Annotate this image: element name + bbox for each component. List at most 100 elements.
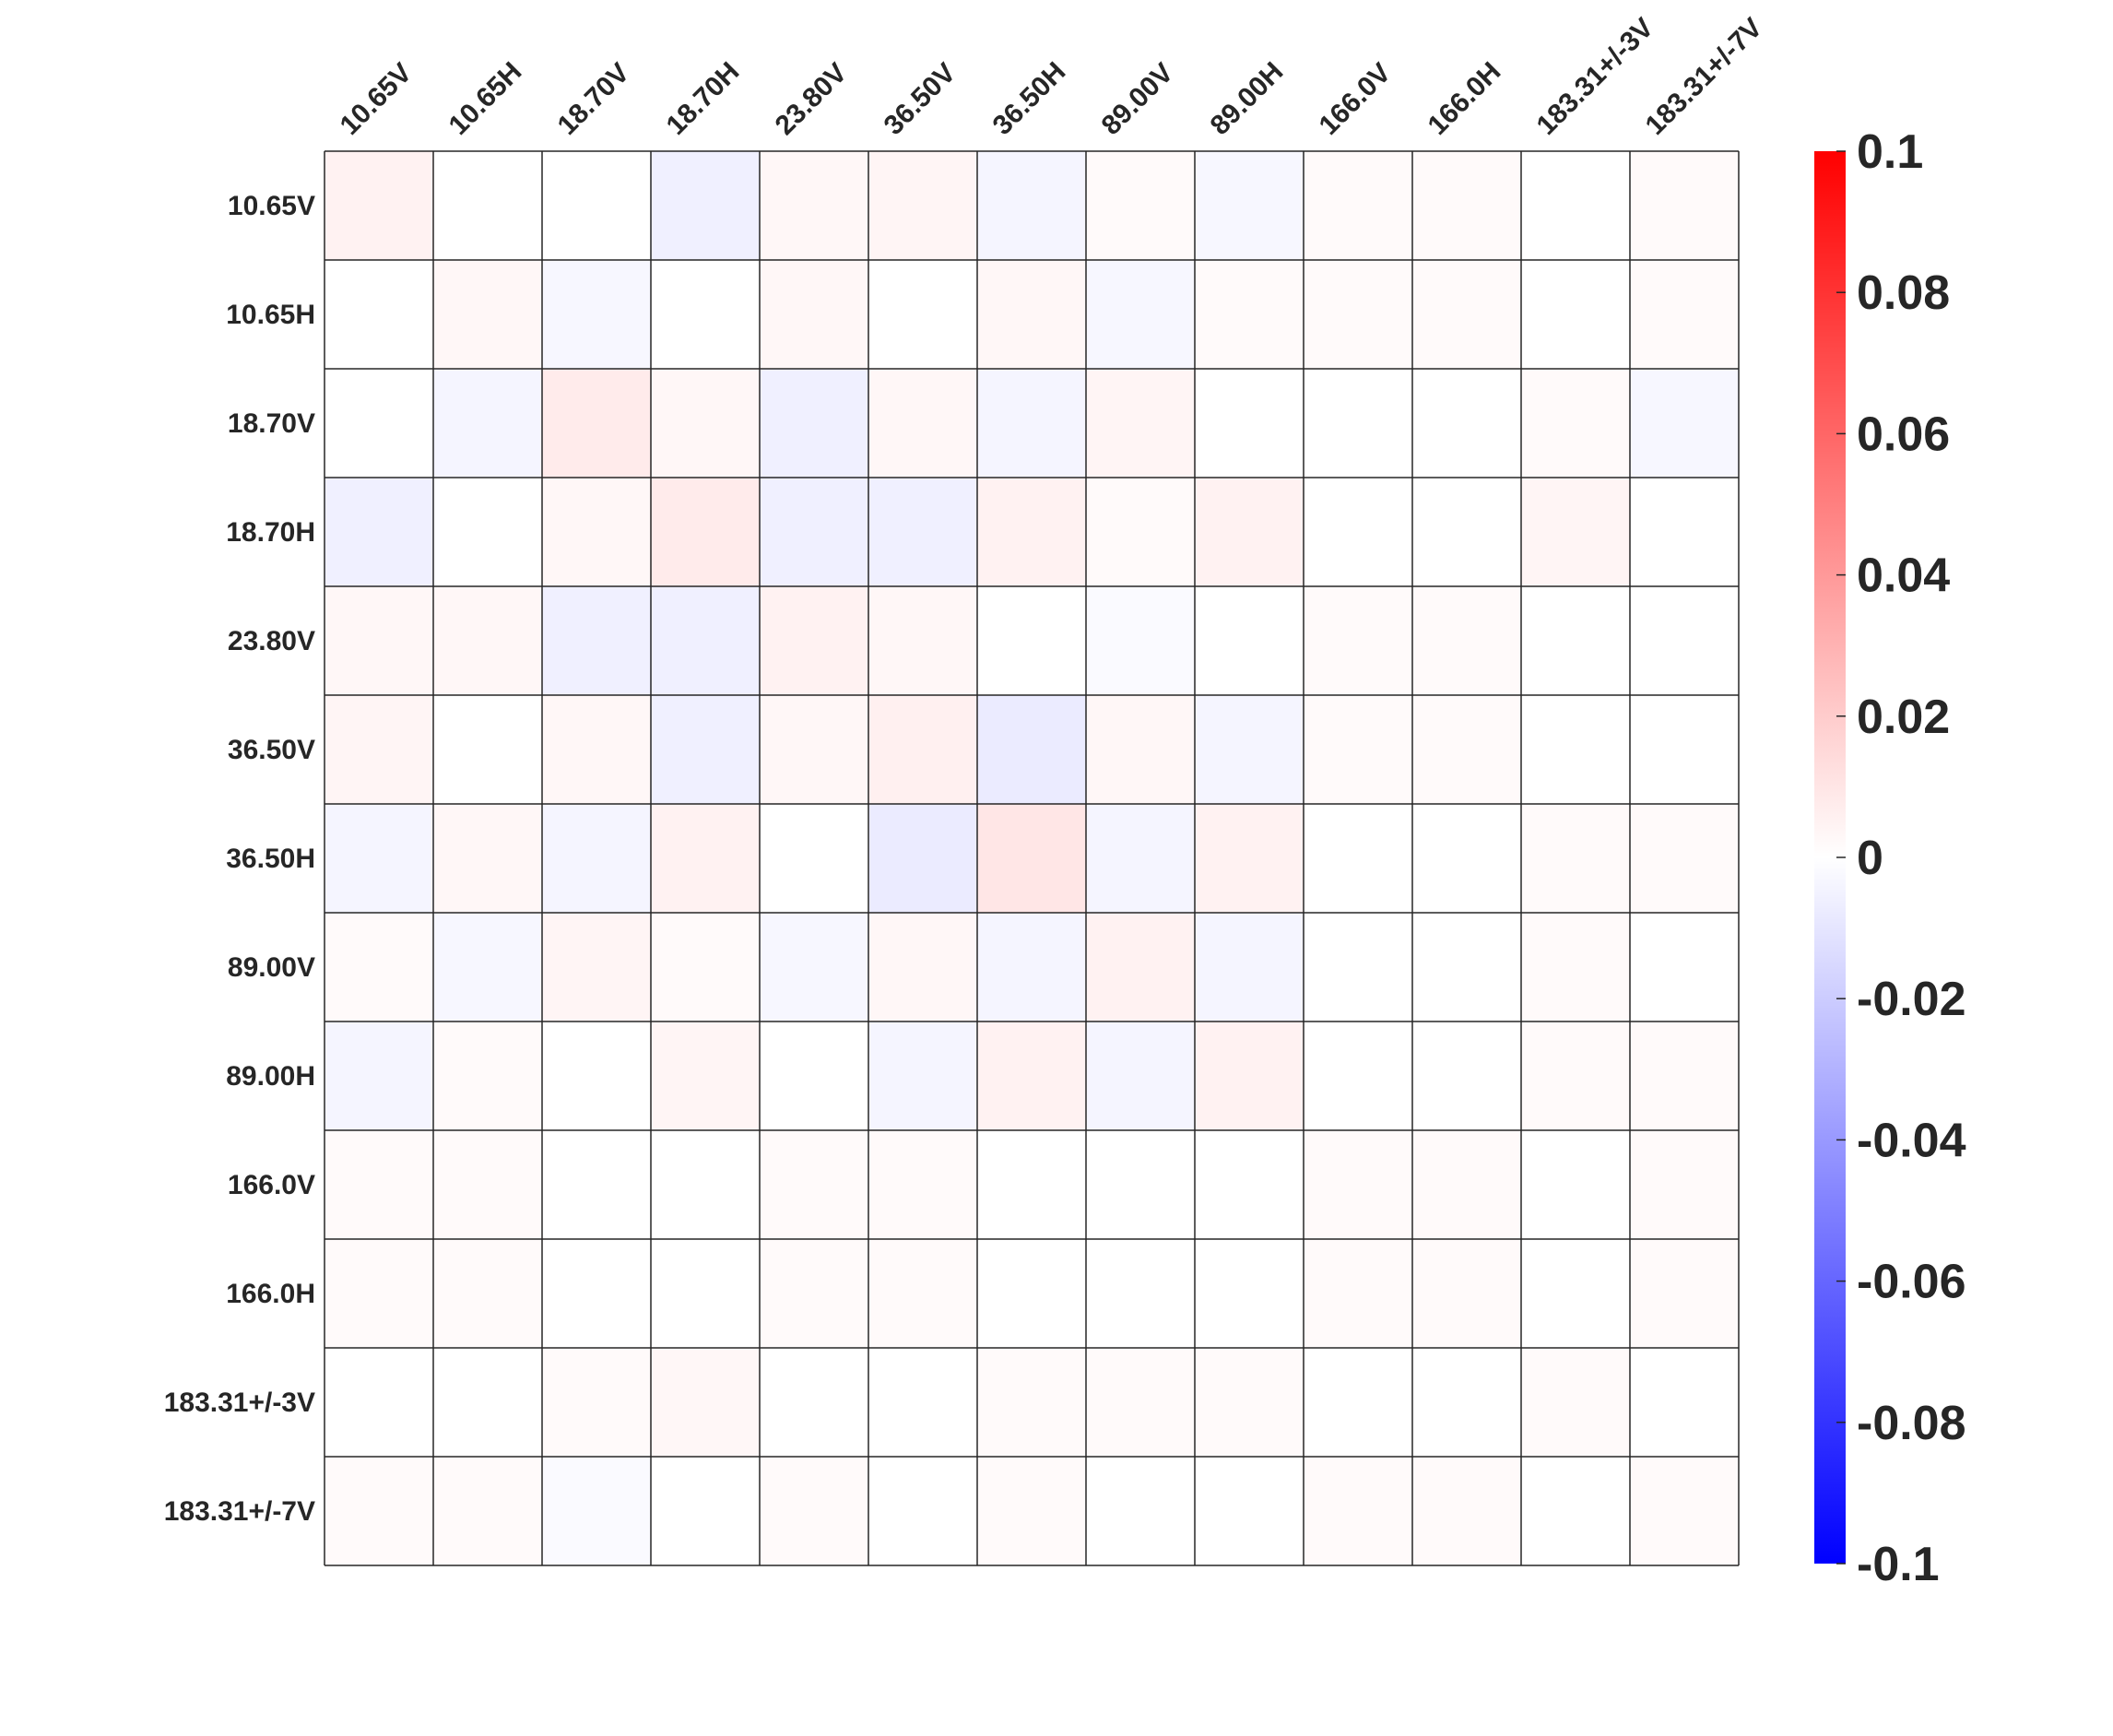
column-tick-label: 166.0H xyxy=(1422,56,1507,141)
column-tick-label: 23.80V xyxy=(770,57,854,141)
heatmap-cell xyxy=(1412,913,1521,1022)
heatmap-cell xyxy=(1304,1239,1412,1348)
heatmap-cell xyxy=(651,804,760,913)
heatmap-cell xyxy=(868,1022,977,1130)
heatmap-cell xyxy=(1521,1457,1630,1565)
heatmap-cell xyxy=(868,804,977,913)
heatmap-cell xyxy=(651,1348,760,1457)
heatmap-cell xyxy=(1195,1022,1304,1130)
column-tick-label: 36.50V xyxy=(879,57,962,141)
heatmap-cell xyxy=(651,1457,760,1565)
heatmap-cell xyxy=(760,369,868,478)
heatmap-cell xyxy=(977,151,1086,260)
colorbar-tick-label: 0 xyxy=(1857,832,1883,885)
heatmap-cell xyxy=(1630,260,1739,369)
heatmap-cell xyxy=(760,478,868,586)
heatmap-cell xyxy=(433,695,542,804)
heatmap-cell xyxy=(1086,586,1195,695)
heatmap-cell xyxy=(1304,151,1412,260)
heatmap-cell xyxy=(325,1239,433,1348)
heatmap-cell xyxy=(1630,804,1739,913)
heatmap-cell xyxy=(1086,369,1195,478)
heatmap-cell xyxy=(1521,1130,1630,1239)
colorbar-tick-label: -0.08 xyxy=(1857,1397,1966,1450)
heatmap-cell xyxy=(433,151,542,260)
heatmap-cell xyxy=(868,913,977,1022)
heatmap-cell xyxy=(325,913,433,1022)
heatmap-cell xyxy=(542,586,651,695)
row-tick-labels: 10.65V 10.65H 18.70V 18.70H 23.80V 36.50V 36.5… xyxy=(164,191,315,1527)
heatmap-cell xyxy=(1630,695,1739,804)
heatmap-cell xyxy=(325,1130,433,1239)
heatmap-cell xyxy=(651,586,760,695)
heatmap-cell xyxy=(868,260,977,369)
row-tick-label: 10.65V xyxy=(228,191,315,221)
heatmap-cell xyxy=(325,369,433,478)
heatmap-cell xyxy=(1195,1130,1304,1239)
heatmap-cell xyxy=(1630,913,1739,1022)
heatmap-cell xyxy=(868,1348,977,1457)
heatmap-cell xyxy=(433,478,542,586)
heatmap-cell xyxy=(1304,913,1412,1022)
heatmap-cell xyxy=(1195,804,1304,913)
heatmap-cell xyxy=(977,1022,1086,1130)
heatmap-cell xyxy=(868,695,977,804)
heatmap-cell xyxy=(1304,1348,1412,1457)
heatmap-cell xyxy=(1195,1457,1304,1565)
heatmap-cell xyxy=(760,1348,868,1457)
row-tick-label: 18.70V xyxy=(228,408,315,439)
heatmap-cell xyxy=(868,369,977,478)
heatmap-cell xyxy=(1086,260,1195,369)
heatmap-cell xyxy=(977,695,1086,804)
heatmap-cell xyxy=(542,1130,651,1239)
heatmap-cell xyxy=(325,1348,433,1457)
heatmap-cell xyxy=(1304,804,1412,913)
heatmap-cell xyxy=(651,369,760,478)
heatmap-cell xyxy=(433,586,542,695)
heatmap-cell xyxy=(1304,478,1412,586)
row-tick-label: 166.0V xyxy=(228,1170,315,1200)
heatmap-cell xyxy=(1521,369,1630,478)
column-tick-label: 183.31+/-7V xyxy=(1640,12,1769,141)
heatmap-cell xyxy=(1412,1457,1521,1565)
heatmap-cell xyxy=(1195,586,1304,695)
column-tick-labels: 10.65V 10.65H 18.70V 18.70H 23.80V 36.50V 36.5… xyxy=(335,12,1769,141)
heatmap-cell xyxy=(1412,586,1521,695)
heatmap-cell xyxy=(977,1130,1086,1239)
heatmap-cell xyxy=(1195,478,1304,586)
heatmap-cell xyxy=(651,260,760,369)
heatmap-cell xyxy=(977,1348,1086,1457)
heatmap-cell xyxy=(1630,1457,1739,1565)
colorbar-ticks: 0.1 0.08 0.06 0.04 0.02 0 -0.02 -0.04 -0.06 -0.08… xyxy=(1836,125,1966,1591)
heatmap-cell xyxy=(1412,260,1521,369)
heatmap-cell xyxy=(760,1130,868,1239)
heatmap-cell xyxy=(433,1130,542,1239)
heatmap-cell xyxy=(760,586,868,695)
row-tick-label: 89.00V xyxy=(228,952,315,983)
heatmap-cell xyxy=(1086,1348,1195,1457)
heatmap-cell xyxy=(1412,151,1521,260)
heatmap-cell xyxy=(1521,1348,1630,1457)
heatmap-cell xyxy=(542,804,651,913)
heatmap-cell xyxy=(977,369,1086,478)
heatmap-cell xyxy=(977,804,1086,913)
heatmap-cell xyxy=(542,369,651,478)
heatmap-cell xyxy=(542,1348,651,1457)
heatmap-cell xyxy=(1630,1130,1739,1239)
heatmap-cell xyxy=(1521,913,1630,1022)
heatmap-cell xyxy=(1630,151,1739,260)
heatmap-cell xyxy=(651,913,760,1022)
heatmap-cell xyxy=(977,478,1086,586)
heatmap-cell xyxy=(325,1022,433,1130)
colorbar-tick-label: 0.06 xyxy=(1857,407,1950,461)
heatmap-cell xyxy=(542,913,651,1022)
heatmap-cell xyxy=(1412,478,1521,586)
colorbar-tick-label: 0.02 xyxy=(1857,691,1950,744)
heatmap-cell xyxy=(868,1130,977,1239)
heatmap-cell xyxy=(542,151,651,260)
heatmap-cell xyxy=(1086,1239,1195,1348)
heatmap-cell xyxy=(1086,478,1195,586)
heatmap-cell xyxy=(542,1239,651,1348)
heatmap-cell xyxy=(1086,1130,1195,1239)
